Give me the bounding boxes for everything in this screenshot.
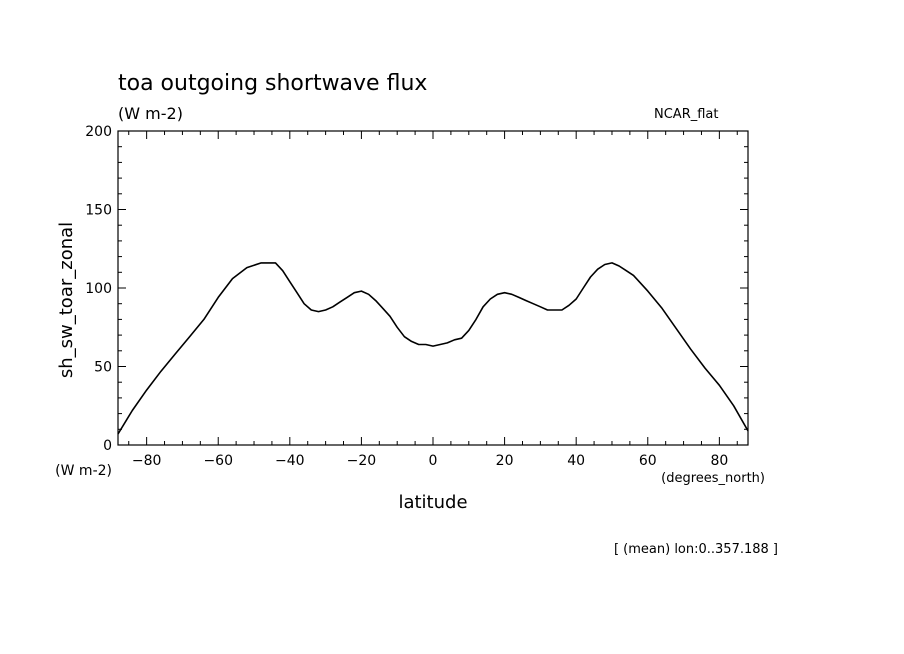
y-tick-label: 50 — [94, 360, 112, 376]
chart-title: toa outgoing shortwave flux — [118, 71, 427, 96]
y-units-label: (W m-2) — [55, 463, 112, 479]
x-tick-label: 80 — [710, 453, 728, 469]
x-axis-label: latitude — [398, 492, 467, 513]
axis-ticks — [118, 130, 748, 446]
plot-frame — [117, 130, 749, 446]
x-units-label: (degrees_north) — [661, 471, 765, 486]
y-tick-label: 100 — [85, 281, 112, 297]
y-tick-label: 0 — [103, 438, 112, 454]
x-tick-label: −60 — [203, 453, 233, 469]
x-tick-label: −40 — [275, 453, 305, 469]
chart-subtitle: (W m-2) — [118, 104, 183, 123]
series-line — [117, 262, 749, 435]
x-tick-label: 20 — [496, 453, 514, 469]
chart-tag: NCAR_flat — [654, 107, 718, 122]
x-tick-label: −80 — [132, 453, 162, 469]
y-axis-label: sh_sw_toar_zonal — [56, 222, 77, 378]
x-tick-label: 60 — [639, 453, 657, 469]
tick-labels: −80 −60 −40 −20 0 20 40 60 80 0 50 100 150 200 — [85, 124, 728, 469]
chart-footnote: [ (mean) lon:0..357.188 ] — [614, 542, 778, 557]
x-tick-label: 0 — [429, 453, 438, 469]
x-tick-label: 40 — [567, 453, 585, 469]
y-tick-label: 150 — [85, 203, 112, 219]
y-tick-label: 200 — [85, 124, 112, 140]
x-tick-label: −20 — [347, 453, 377, 469]
